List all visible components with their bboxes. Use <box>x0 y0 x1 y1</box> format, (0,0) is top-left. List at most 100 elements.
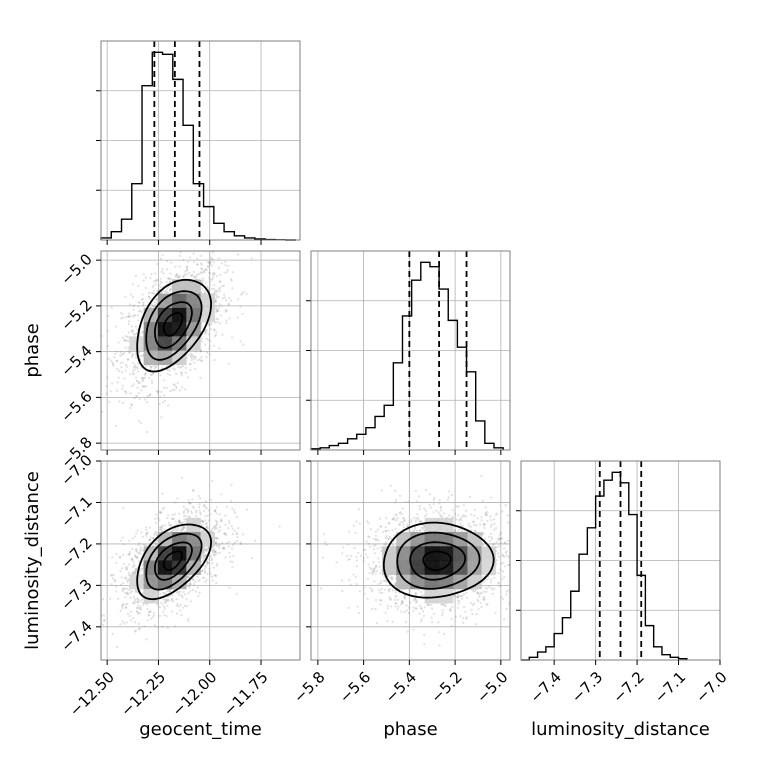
sample-point <box>166 291 169 294</box>
sample-point <box>220 493 223 496</box>
sample-point <box>382 530 385 533</box>
sample-point <box>137 305 140 308</box>
sample-point <box>453 594 456 597</box>
sample-point <box>165 288 169 291</box>
sample-point <box>496 512 499 515</box>
sample-point <box>135 395 138 398</box>
sample-point <box>216 291 219 294</box>
sample-point <box>354 531 357 535</box>
sample-point <box>473 590 476 593</box>
sample-point <box>404 519 407 522</box>
sample-point <box>335 561 338 564</box>
sample-point <box>137 370 140 373</box>
sample-point <box>236 535 239 539</box>
sample-point <box>189 363 192 366</box>
sample-point <box>169 278 173 281</box>
sample-point <box>412 529 415 532</box>
sample-point <box>239 305 242 308</box>
sample-point <box>192 506 195 510</box>
sample-point <box>144 534 148 537</box>
sample-point <box>478 523 482 526</box>
sample-point <box>196 586 200 589</box>
sample-point <box>212 237 214 239</box>
sample-point <box>235 593 238 596</box>
sample-point <box>494 527 498 530</box>
sample-point <box>126 358 130 361</box>
sample-point <box>174 265 177 268</box>
sample-point <box>121 588 125 591</box>
sample-point <box>394 489 397 492</box>
sample-point <box>155 302 158 305</box>
sample-point <box>386 607 389 610</box>
sample-point <box>204 564 207 567</box>
sample-point <box>190 356 193 360</box>
sample-point <box>119 583 123 586</box>
sample-point <box>214 526 217 529</box>
sample-point <box>102 623 105 626</box>
sample-point <box>503 541 506 544</box>
sample-point <box>451 515 454 518</box>
sample-point <box>475 524 478 527</box>
sample-point <box>146 430 149 434</box>
sample-point <box>486 603 489 606</box>
sample-point <box>511 527 513 529</box>
sample-point <box>240 292 244 295</box>
sample-point <box>492 542 495 546</box>
sample-point <box>221 547 224 550</box>
sample-point <box>204 571 207 574</box>
sample-point <box>215 524 218 527</box>
sample-point <box>97 330 99 332</box>
sample-point <box>173 528 176 531</box>
sample-point <box>465 616 469 619</box>
sample-point <box>449 609 452 612</box>
sample-point <box>158 528 162 531</box>
sample-point <box>178 528 181 532</box>
sample-point <box>346 554 349 558</box>
sample-point <box>159 277 162 280</box>
sample-point <box>480 605 483 609</box>
sample-point <box>134 629 137 632</box>
sample-point <box>222 284 225 287</box>
sample-point <box>200 236 202 238</box>
sample-point <box>164 291 167 294</box>
sample-point <box>205 268 208 272</box>
density-cell <box>172 560 187 576</box>
sample-point <box>230 483 233 487</box>
sample-point <box>119 311 122 314</box>
sample-point <box>142 272 145 276</box>
sample-point <box>201 530 204 533</box>
sample-point <box>223 532 226 535</box>
sample-point <box>204 514 207 518</box>
sample-point <box>150 379 154 383</box>
sample-point <box>184 508 187 511</box>
sample-point <box>387 529 390 532</box>
sample-point <box>124 591 127 595</box>
sample-point <box>168 590 171 593</box>
sample-point <box>177 275 180 278</box>
sample-point <box>134 589 137 592</box>
sample-point <box>145 365 148 368</box>
sample-point <box>141 597 144 601</box>
sample-point <box>486 578 489 581</box>
sample-point <box>193 275 196 279</box>
sample-point <box>228 519 231 522</box>
sample-point <box>189 274 192 277</box>
sample-point <box>374 564 378 568</box>
sample-point <box>178 519 181 522</box>
sample-point <box>153 304 157 307</box>
sample-point <box>358 522 361 525</box>
sample-point <box>215 543 218 546</box>
sample-point <box>128 614 131 618</box>
sample-point <box>230 547 234 550</box>
sample-point <box>152 612 156 615</box>
sample-point <box>230 299 233 303</box>
sample-point <box>137 381 141 385</box>
sample-point <box>200 268 204 271</box>
sample-point <box>168 523 171 526</box>
sample-point <box>119 361 122 365</box>
sample-point <box>197 494 200 498</box>
sample-point <box>228 551 231 555</box>
sample-point <box>215 289 218 292</box>
sample-point <box>110 574 114 577</box>
sample-point <box>202 529 205 532</box>
